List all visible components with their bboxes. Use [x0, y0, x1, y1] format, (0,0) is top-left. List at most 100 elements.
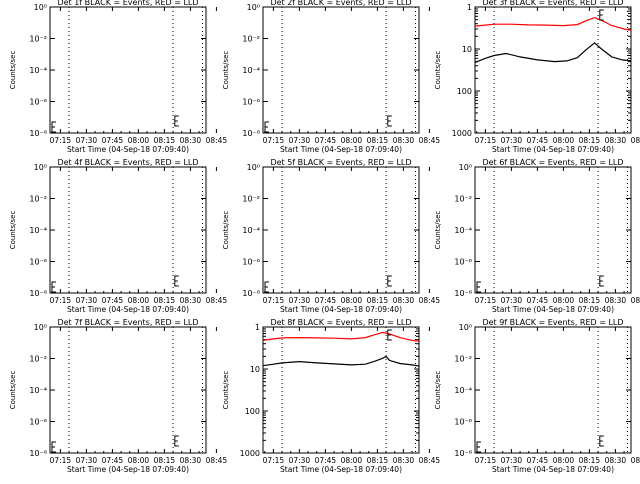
- y-tick-label: 10⁻⁴: [29, 226, 47, 235]
- x-tick-label: 07:45: [315, 456, 337, 465]
- e-marker: [599, 275, 604, 287]
- x-tick-label: 08:45: [419, 136, 441, 145]
- x-tick-label: 08:15: [579, 136, 601, 145]
- chart-panel-6: Det 6f BLACK = Events, RED = LLD 10⁰ 10⁻² 1…: [434, 158, 640, 314]
- y-axis-label: Counts/sec: [434, 371, 442, 410]
- y-tick-label: 10: [462, 45, 472, 54]
- e-marker: [51, 281, 56, 293]
- chart-panel-9: Det 9f BLACK = Events, RED = LLD 10⁰ 10⁻² 1…: [434, 318, 640, 474]
- x-tick-label: 07:45: [527, 456, 549, 465]
- y-tick-label: 10⁻⁶: [454, 258, 472, 267]
- y-tick-label: 10⁻⁸: [29, 129, 47, 138]
- x-tick-label: 07:45: [102, 456, 124, 465]
- x-tick-label: 08:15: [367, 136, 389, 145]
- x-tick-label: 08:30: [393, 136, 415, 145]
- x-tick-label: 07:30: [289, 136, 311, 145]
- x-tick-label: 07:45: [315, 136, 337, 145]
- y-tick-label: 10⁰: [247, 163, 260, 172]
- x-axis-label: Start Time (04-Sep-18 07:09:40): [280, 145, 402, 154]
- y-tick-label: 1: [467, 3, 472, 12]
- chart-panel-4: Det 4f BLACK = Events, RED = LLD 10⁰ 10⁻² 1…: [9, 158, 227, 314]
- e-marker: [51, 441, 56, 453]
- y-tick-label: 10⁰: [459, 323, 472, 332]
- y-tick-label: 100: [457, 87, 472, 96]
- y-tick-label: 1000: [240, 449, 260, 458]
- x-tick-label: 07:15: [50, 456, 72, 465]
- chart-panel-3: Det 3f BLACK = Events, RED = LLD 1 10 100 10…: [434, 0, 640, 154]
- x-tick-label: 08:45: [419, 296, 441, 305]
- x-tick-label: 08:00: [553, 456, 575, 465]
- x-axis-label: Start Time (04-Sep-18 07:09:40): [280, 465, 402, 474]
- x-tick-label: 07:15: [263, 296, 285, 305]
- lld-rate-line: [262, 331, 420, 342]
- e-marker: [387, 329, 392, 341]
- y-tick-label: 10⁰: [34, 3, 47, 12]
- chart-title: Det 7f BLACK = Events, RED = LLD: [57, 318, 198, 327]
- e-marker: [599, 9, 604, 21]
- x-tick-label: 08:30: [393, 456, 415, 465]
- x-tick-label: 08:30: [605, 296, 627, 305]
- y-axis-label: Counts/sec: [222, 371, 230, 410]
- e-marker: [387, 115, 392, 127]
- e-marker: [51, 121, 56, 133]
- chart-title: Det 3f BLACK = Events, RED = LLD: [482, 0, 623, 7]
- e-marker: [264, 281, 269, 293]
- x-tick-label: 07:45: [102, 136, 124, 145]
- y-tick-label: 10⁻⁶: [29, 98, 47, 107]
- x-tick-label: 07:30: [501, 456, 523, 465]
- x-axis-label: Start Time (04-Sep-18 07:09:40): [67, 465, 189, 474]
- plot-frame: [49, 6, 207, 134]
- y-axis-label: Counts/sec: [222, 51, 230, 90]
- y-tick-label: 10⁻⁴: [29, 66, 47, 75]
- x-tick-label: 07:30: [501, 296, 523, 305]
- x-tick-label: 07:30: [76, 136, 98, 145]
- chart-panel-7: Det 7f BLACK = Events, RED = LLD 10⁰ 10⁻² 1…: [9, 318, 227, 474]
- x-axis-label: Start Time (04-Sep-18 07:09:40): [67, 305, 189, 314]
- y-tick-label: 10⁻⁴: [29, 386, 47, 395]
- chart-panel-8: Det 8f BLACK = Events, RED = LLD 1 10 100 10…: [222, 318, 440, 474]
- y-tick-label: 10⁻⁶: [29, 258, 47, 267]
- x-tick-label: 07:15: [475, 296, 497, 305]
- plot-frame: [474, 326, 632, 454]
- y-tick-label: 10⁻⁶: [242, 258, 260, 267]
- x-tick-label: 08:00: [128, 456, 150, 465]
- x-axis-label: Start Time (04-Sep-18 07:09:40): [67, 145, 189, 154]
- x-tick-label: 08:00: [128, 296, 150, 305]
- x-tick-label: 08:45: [206, 296, 228, 305]
- x-tick-label: 08:15: [579, 296, 601, 305]
- chart-title: Det 5f BLACK = Events, RED = LLD: [270, 158, 411, 167]
- chart-title: Det 6f BLACK = Events, RED = LLD: [482, 158, 623, 167]
- x-tick-label: 07:30: [289, 456, 311, 465]
- x-tick-label: 08:00: [128, 136, 150, 145]
- plot-frame: [49, 166, 207, 294]
- x-tick-label: 08:30: [180, 456, 202, 465]
- y-tick-label: 10⁰: [34, 163, 47, 172]
- y-tick-label: 10⁻²: [29, 195, 47, 204]
- x-tick-label: 08:00: [553, 136, 575, 145]
- x-tick-label: 08:15: [154, 296, 176, 305]
- e-marker: [476, 281, 481, 293]
- y-tick-label: 10⁻⁸: [454, 449, 472, 458]
- x-tick-label: 07:15: [50, 296, 72, 305]
- plot-frame: [262, 326, 420, 454]
- x-tick-label: 08:30: [180, 136, 202, 145]
- y-axis-label: Counts/sec: [434, 211, 442, 250]
- y-tick-label: 10⁻⁸: [242, 129, 260, 138]
- x-tick-label: 07:15: [475, 456, 497, 465]
- x-tick-label: 08:45: [631, 296, 640, 305]
- y-tick-label: 10⁻²: [29, 35, 47, 44]
- y-axis-label: Counts/sec: [222, 211, 230, 250]
- x-tick-label: 08:30: [393, 296, 415, 305]
- x-tick-label: 08:15: [154, 136, 176, 145]
- x-tick-label: 08:45: [631, 456, 640, 465]
- x-tick-label: 08:00: [341, 136, 363, 145]
- x-tick-label: 08:45: [206, 456, 228, 465]
- plot-frame: [262, 6, 420, 134]
- y-tick-label: 10⁻⁴: [454, 386, 472, 395]
- x-tick-label: 07:45: [527, 296, 549, 305]
- chart-title: Det 8f BLACK = Events, RED = LLD: [270, 318, 411, 327]
- x-tick-label: 08:30: [605, 136, 627, 145]
- y-axis-label: Counts/sec: [9, 371, 17, 410]
